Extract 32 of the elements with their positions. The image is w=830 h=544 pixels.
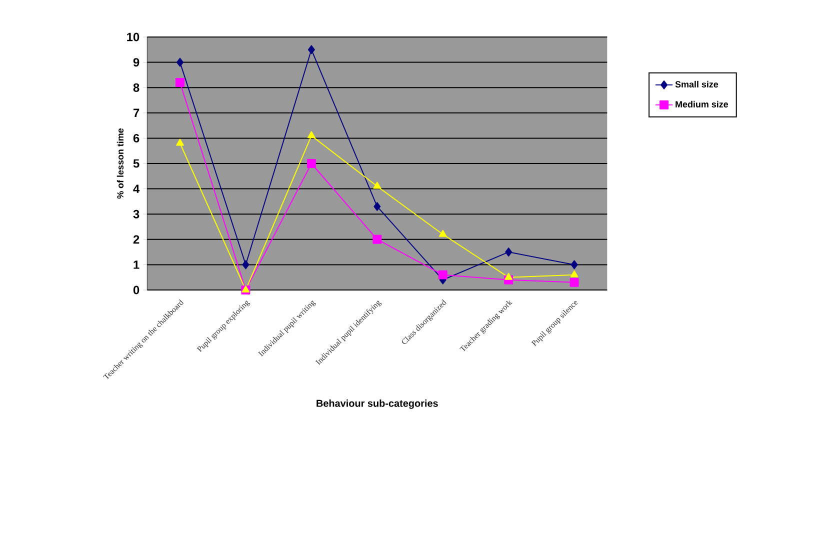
y-tick-label: 5 (133, 159, 140, 168)
point (372, 234, 382, 244)
point (438, 270, 448, 280)
legend-label: Medium size (676, 100, 728, 108)
point (374, 202, 381, 211)
point (373, 182, 382, 189)
x-axis-title: Behaviour sub-categories (316, 400, 438, 409)
y-tick-label: 2 (133, 235, 140, 244)
point (570, 270, 578, 278)
point (505, 248, 512, 257)
point (570, 260, 578, 270)
legend-label: Small size (675, 80, 718, 88)
y-tick-label: 0 (133, 286, 140, 294)
point (438, 230, 447, 237)
y-tick-label: 6 (133, 134, 140, 142)
y-tick-label: 1 (134, 260, 140, 269)
point (176, 58, 184, 67)
y-tick-label: 8 (133, 83, 140, 92)
point (176, 78, 184, 88)
point (176, 138, 184, 146)
point (308, 45, 315, 54)
y-tick-label: 4 (133, 184, 140, 193)
y-tick-label: 7 (133, 108, 140, 118)
y-axis-title: % of lesson time (116, 128, 124, 199)
point (570, 278, 579, 287)
y-tick-label: 10 (127, 32, 140, 42)
y-tick-label: 9 (133, 58, 140, 67)
point (307, 131, 316, 138)
point (242, 260, 250, 270)
point (504, 272, 513, 280)
point (306, 159, 316, 168)
y-tick-label: 3 (133, 210, 140, 218)
